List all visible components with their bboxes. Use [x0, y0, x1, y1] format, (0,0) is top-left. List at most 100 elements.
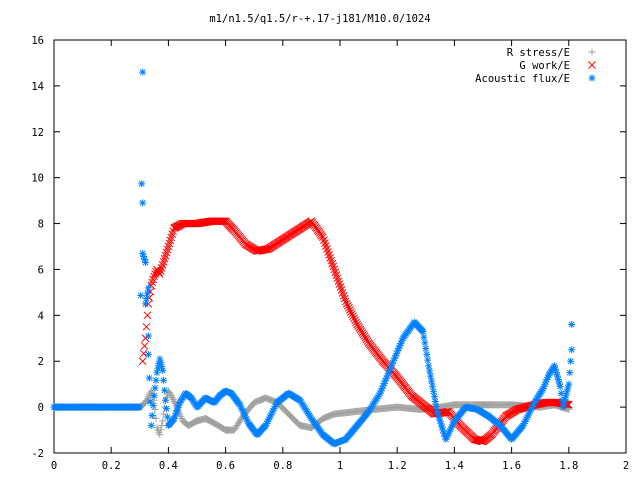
data-point — [350, 314, 358, 323]
y-tick-label: 2 — [38, 356, 44, 368]
data-point — [347, 308, 355, 316]
data-point — [145, 374, 153, 382]
data-point — [142, 259, 150, 267]
data-point — [139, 68, 147, 76]
data-point — [557, 389, 565, 397]
legend-label: R stress/E — [507, 47, 570, 59]
x-tick-label: 0 — [51, 460, 57, 472]
data-point — [419, 327, 427, 335]
data-point — [159, 417, 167, 425]
x-tick-label: 1.2 — [388, 460, 407, 472]
axis-ticks: 0 0.2 0.4 0.6 0.8 1 1.2 1.4 1.6 1.8 2 -2 0 2 4 6 8 10 12 14… — [31, 35, 629, 472]
data-point — [137, 291, 145, 299]
legend-marker — [588, 61, 596, 69]
y-tick-label: -2 — [31, 448, 44, 460]
data-series — [50, 68, 576, 448]
data-point — [153, 369, 161, 377]
data-point — [420, 333, 428, 341]
data-point — [431, 398, 439, 406]
data-point — [142, 300, 150, 308]
data-point — [150, 272, 158, 281]
data-point — [424, 356, 432, 364]
data-point — [568, 321, 576, 329]
data-point — [160, 410, 168, 418]
data-point — [157, 426, 165, 434]
y-tick-label: 8 — [38, 219, 44, 231]
legend-label: G work/E — [519, 60, 570, 72]
data-point — [425, 362, 433, 370]
data-point — [349, 312, 357, 321]
data-point — [393, 349, 401, 357]
x-tick-label: 0.2 — [102, 460, 121, 472]
data-point — [567, 357, 575, 365]
data-point — [423, 350, 431, 358]
data-point — [142, 295, 150, 303]
data-point — [162, 396, 170, 404]
data-point — [143, 311, 152, 320]
y-tick-label: 4 — [38, 310, 44, 322]
data-point — [162, 405, 170, 413]
data-point — [161, 386, 169, 394]
data-point — [163, 413, 171, 421]
series-1 — [138, 217, 573, 446]
data-point — [138, 180, 146, 188]
x-tick-label: 0.8 — [273, 460, 292, 472]
x-tick-label: 1.6 — [502, 460, 521, 472]
data-point — [158, 421, 166, 429]
data-point — [343, 301, 352, 310]
y-tick-label: 16 — [31, 35, 44, 47]
data-point — [427, 372, 435, 380]
data-point — [144, 332, 152, 340]
data-point — [342, 299, 351, 308]
data-point — [568, 346, 576, 354]
data-point — [429, 387, 437, 395]
data-point — [151, 384, 159, 392]
data-point — [565, 380, 573, 388]
data-point — [352, 318, 360, 327]
data-point — [426, 367, 434, 375]
data-point — [421, 339, 429, 347]
legend-label: Acoustic flux/E — [475, 73, 570, 85]
chart-title: m1/n1.5/q1.5/r-+.17-j181/M10.0/1024 — [209, 13, 430, 25]
data-point — [566, 369, 574, 377]
data-point — [152, 415, 160, 423]
x-tick-label: 1 — [337, 460, 343, 472]
x-tick-label: 0.4 — [159, 460, 178, 472]
data-point — [432, 403, 440, 411]
y-tick-label: 6 — [38, 264, 44, 276]
y-tick-label: 14 — [31, 81, 44, 93]
data-point — [143, 289, 151, 297]
data-point — [428, 382, 436, 390]
series-2 — [50, 68, 576, 448]
legend-marker — [588, 48, 596, 56]
data-point — [144, 284, 152, 292]
data-point — [136, 403, 144, 411]
y-tick-label: 12 — [31, 127, 44, 139]
data-point — [139, 199, 147, 207]
data-point — [140, 342, 149, 350]
x-tick-label: 0.6 — [216, 460, 235, 472]
data-point — [149, 402, 157, 410]
data-point — [430, 392, 438, 400]
data-point — [348, 310, 356, 318]
data-point — [139, 349, 148, 358]
data-point — [146, 398, 154, 406]
data-point — [160, 376, 168, 384]
data-point — [554, 376, 562, 384]
x-tick-label: 1.4 — [445, 460, 464, 472]
data-point — [351, 316, 359, 325]
data-point — [344, 303, 353, 312]
x-tick-label: 1.8 — [559, 460, 578, 472]
data-point — [341, 297, 350, 306]
legend-marker — [588, 74, 596, 82]
data-point — [261, 245, 270, 254]
data-point — [551, 365, 559, 373]
x-tick-label: 2 — [623, 460, 629, 472]
data-point — [147, 421, 155, 429]
data-point — [150, 392, 158, 400]
data-point — [144, 350, 152, 358]
data-point — [152, 376, 160, 384]
data-point — [346, 306, 354, 314]
